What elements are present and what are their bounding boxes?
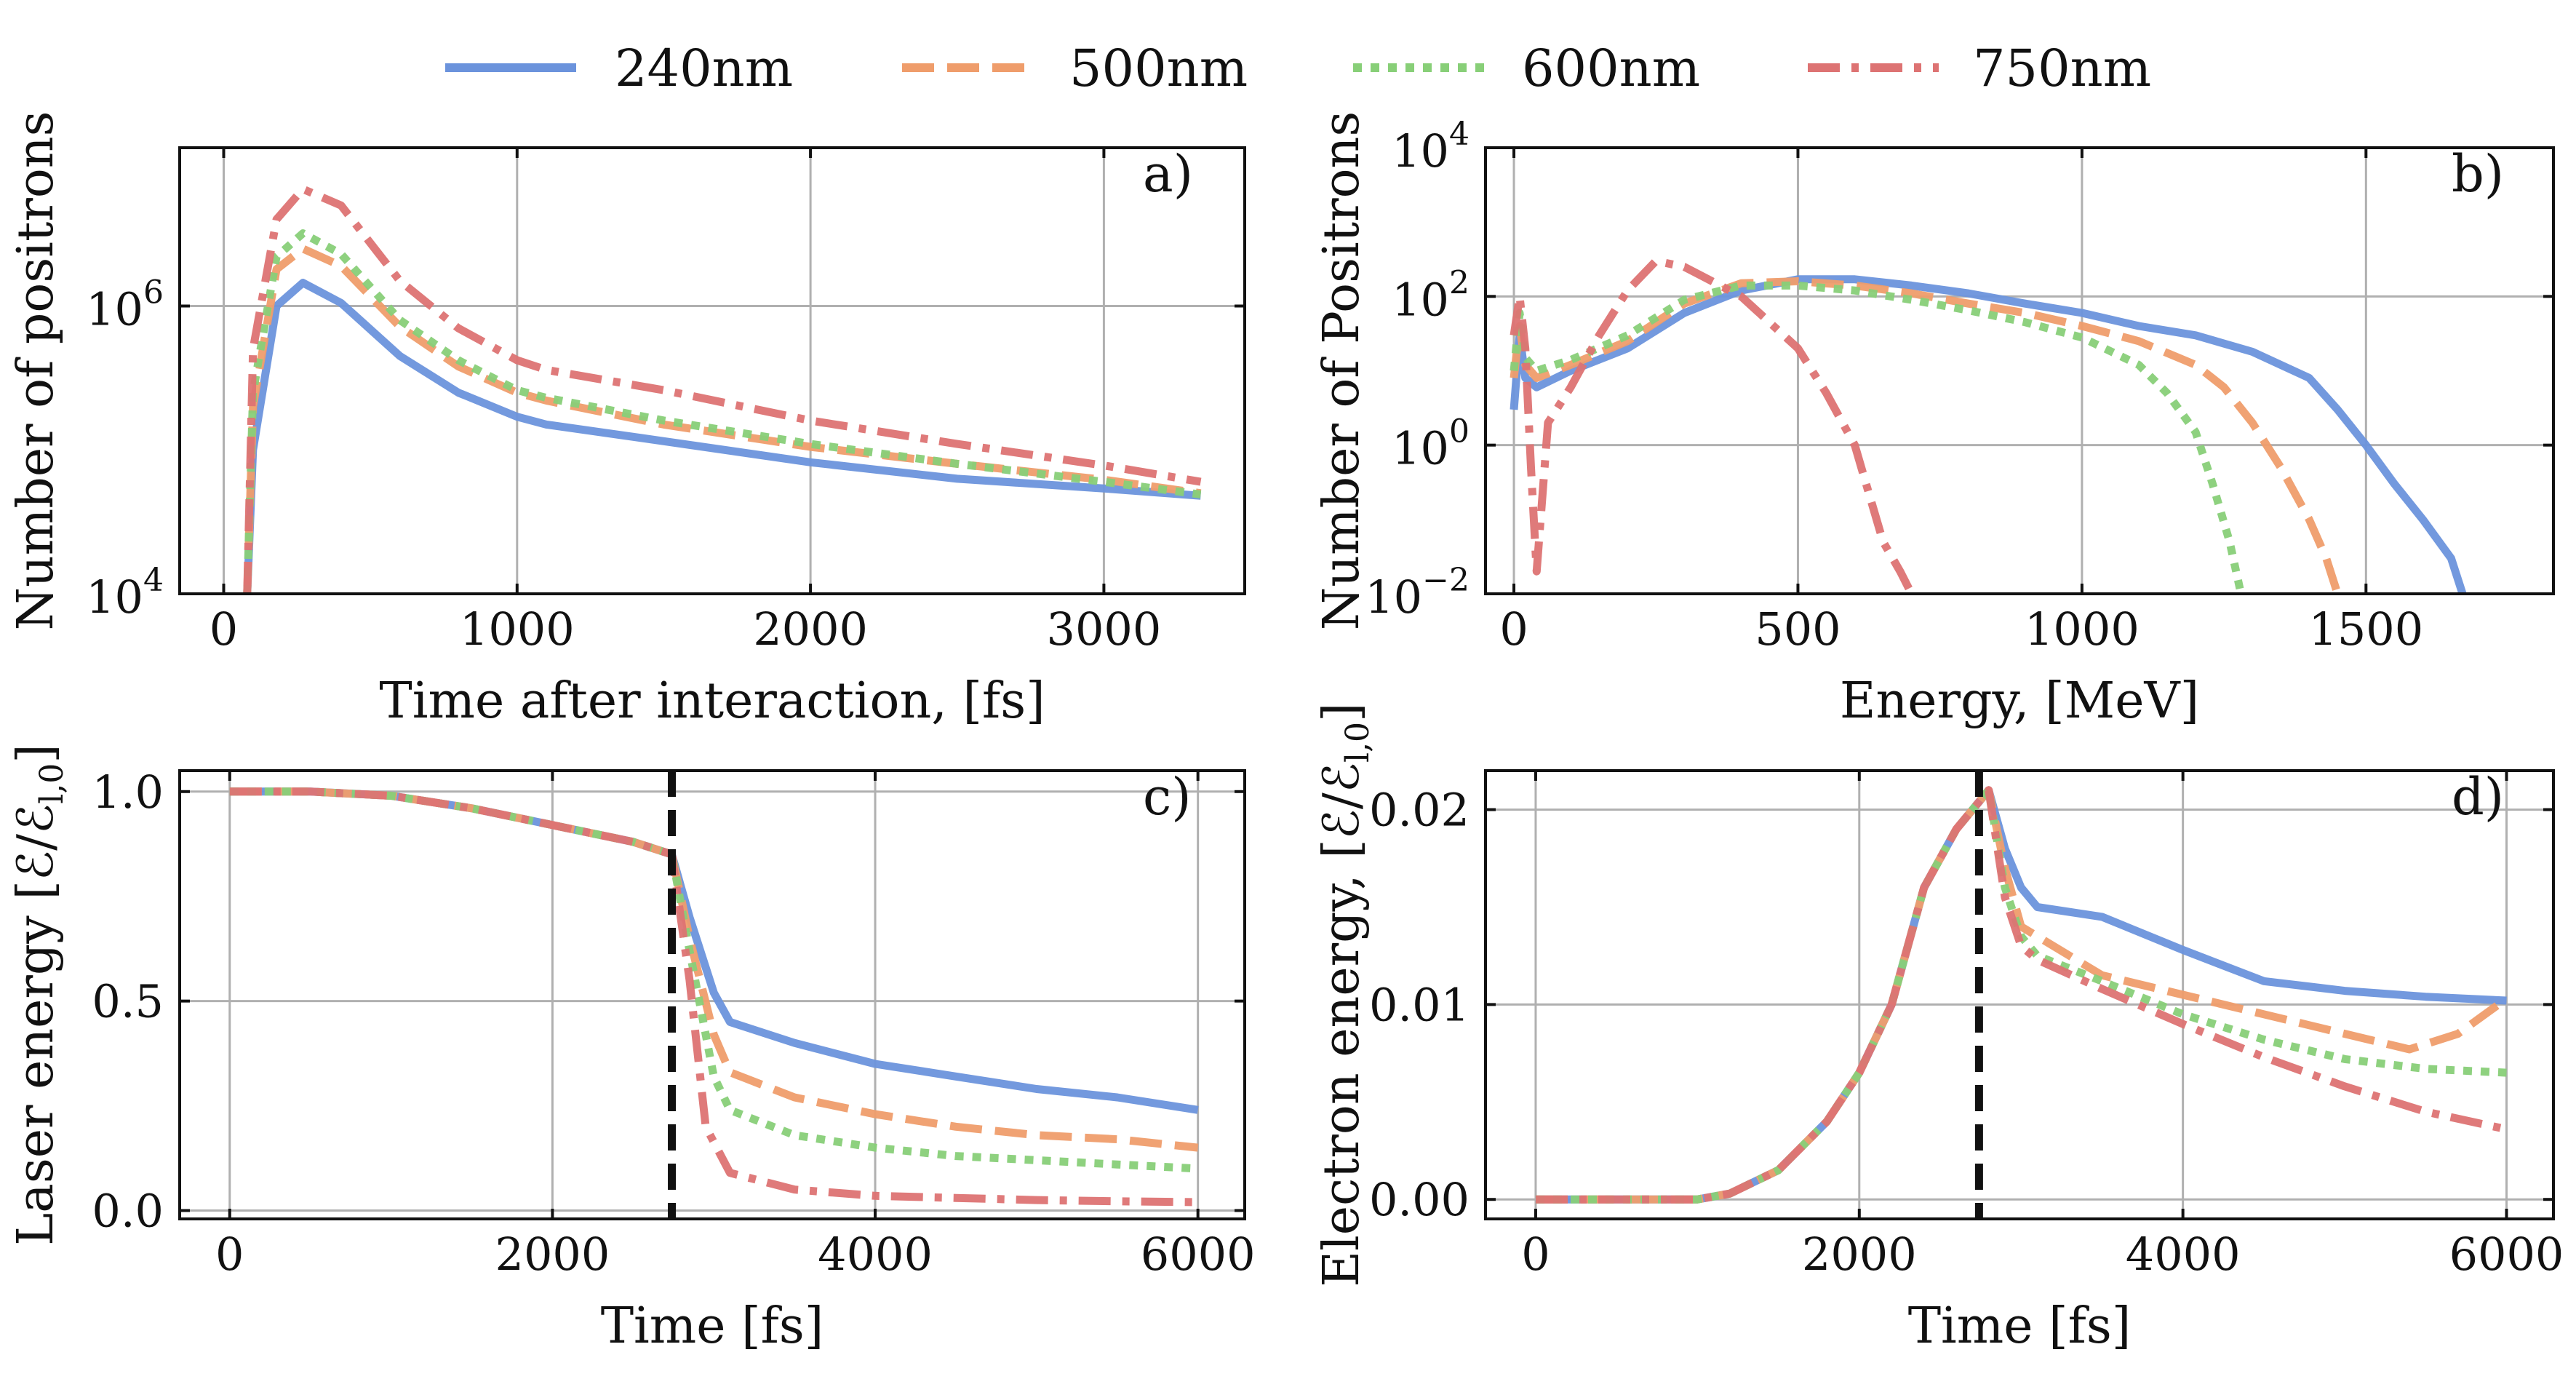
panel-a-series-500nm: [243, 245, 1202, 594]
panel-c-xlabel: Time [fs]: [601, 1297, 824, 1355]
panel-d-series-group: [1536, 786, 2509, 1204]
panel-b-ytick-exp-2: 2: [1449, 264, 1470, 301]
panel-b-series-750nm: [1510, 257, 1915, 594]
panel-b-ytick-label-2: 102: [1392, 264, 1470, 326]
panel-b-ylabel: Number of Positrons: [1313, 111, 1371, 630]
panel-a-ytick-exp-0: 4: [143, 562, 164, 599]
panel-a-label: a): [1143, 144, 1193, 204]
panel-b-ytick-label-3: 104: [1392, 116, 1470, 178]
panel-a-ytick-label-0: 104: [86, 562, 164, 624]
panel-b-series-600nm: [1510, 281, 2245, 594]
legend-label-600nm: 600nm: [1522, 39, 1700, 98]
legend-label-750nm: 750nm: [1973, 39, 2151, 98]
legend-label-500nm: 500nm: [1069, 39, 1248, 98]
panel-b-series-group: [1510, 257, 2467, 594]
panel-b-xtick-label-1: 500: [1755, 603, 1841, 656]
panel-a-series-750nm: [243, 185, 1202, 594]
panel-a-xtick-label-1: 1000: [460, 603, 575, 656]
panel-a-xtick-label-3: 3000: [1047, 603, 1162, 656]
panel-a-series-240nm: [243, 279, 1201, 594]
panel-a-xlabel: Time after interaction, [fs]: [379, 672, 1045, 730]
panel-d: 0 2000 4000 6000 0.00 0.01 0.02 Time [fs] Electr…: [1313, 702, 2564, 1355]
panel-b-ytick-base-0: 10: [1365, 571, 1422, 624]
panel-a-ytick-base-1: 10: [86, 283, 143, 336]
panel-b-ytick-base-2: 10: [1392, 273, 1449, 326]
panel-a-ylabel: Number of positrons: [7, 111, 65, 631]
panel-c-series-group: [229, 787, 1199, 1207]
panel-c-series-600nm: [229, 787, 1198, 1173]
panel-c-series-750nm: [229, 787, 1198, 1207]
panel-c-xtick-label-2: 4000: [818, 1228, 933, 1281]
panel-d-series-600nm: [1536, 786, 2507, 1204]
panel-a-ytick-exp-1: 6: [143, 274, 164, 311]
panel-d-xtick-label-1: 2000: [1802, 1228, 1917, 1281]
legend-label-240nm: 240nm: [615, 39, 793, 98]
panel-c-xtick-label-1: 2000: [495, 1228, 610, 1281]
panel-c-series-240nm: [229, 787, 1199, 1114]
panel-a-xtick-label-2: 2000: [753, 603, 868, 656]
panel-c-xtick-label-3: 6000: [1141, 1228, 1256, 1281]
panel-b-xtick-label-3: 1500: [2308, 603, 2423, 656]
panel-c-label: c): [1143, 767, 1192, 827]
panel-d-ylabel: Electron energy, [ℰ/ℰl,0]: [1313, 702, 1376, 1287]
panel-b-xtick-label-2: 1000: [2025, 603, 2140, 656]
panel-c-ytick-label-2: 1.0: [92, 766, 164, 819]
panel-d-ytick-label-0: 0.00: [1369, 1173, 1470, 1226]
legend-entry-240nm: 240nm: [445, 39, 793, 98]
panel-c-ytick-label-0: 0.0: [92, 1184, 164, 1237]
panel-b-xtick-label-0: 0: [1499, 603, 1528, 656]
panel-b-xlabel: Energy, [MeV]: [1840, 672, 2199, 730]
panel-d-ylabel-end: ]: [1313, 702, 1371, 722]
legend: 240nm 500nm 600nm 750nm: [445, 39, 2151, 98]
legend-entry-750nm: 750nm: [1808, 39, 2151, 98]
panel-a-ytick-base-0: 10: [86, 571, 143, 624]
panel-d-label: d): [2452, 767, 2504, 827]
panel-b-frame: [1484, 146, 2555, 595]
panel-a-series-group: [243, 185, 1202, 594]
panel-d-xtick-label-0: 0: [1521, 1228, 1550, 1281]
panel-c-ylabel-end: ]: [7, 744, 65, 763]
panel-d-series-750nm: [1536, 786, 2508, 1204]
panel-b-ytick-base-3: 10: [1392, 124, 1449, 178]
panel-b-ytick-exp-1: 0: [1449, 413, 1470, 450]
panel-c-ylabel-sub: l,0: [33, 763, 71, 804]
panel-c: 0 2000 4000 6000 0.0 0.5 1.0 Time [fs] Laser ene…: [7, 744, 1256, 1355]
panel-d-ylabel-main: Electron energy, [ℰ/ℰ: [1313, 763, 1371, 1287]
panel-d-ytick-label-1: 0.01: [1369, 978, 1470, 1031]
panel-a-ytick-label-1: 106: [86, 274, 164, 336]
panel-d-series-240nm: [1536, 786, 2507, 1204]
legend-entry-600nm: 600nm: [1353, 39, 1700, 98]
panel-a-xtick-label-0: 0: [210, 603, 238, 656]
panel-c-ylabel: Laser energy [ℰ/ℰl,0]: [7, 744, 71, 1246]
panel-b-ylabel-main: Number of Positrons: [1313, 111, 1371, 630]
panel-b-ytick-label-0: 10−2: [1365, 562, 1470, 624]
panel-a-frame: [178, 146, 1246, 595]
panel-c-ytick-label-1: 0.5: [92, 975, 164, 1028]
panel-b-series-500nm: [1510, 277, 2342, 594]
panel-b-ytick-exp-3: 4: [1449, 116, 1470, 153]
panel-d-xtick-label-3: 6000: [2449, 1228, 2564, 1281]
panel-b-label: b): [2452, 144, 2504, 204]
panel-b-ytick-label-1: 100: [1392, 413, 1470, 475]
legend-entry-500nm: 500nm: [902, 39, 1248, 98]
panel-b-series-240nm: [1510, 275, 2467, 594]
panel-d-xlabel: Time [fs]: [1908, 1297, 2132, 1355]
panel-b-ytick-base-1: 10: [1392, 422, 1449, 475]
panel-d-xtick-label-2: 4000: [2126, 1228, 2241, 1281]
panel-a-series-600nm: [243, 229, 1202, 594]
panel-c-xtick-label-0: 0: [215, 1228, 244, 1281]
panel-d-ylabel-sub: l,0: [1339, 722, 1376, 763]
panel-b-ytick-exp-0: −2: [1422, 562, 1470, 599]
panel-c-ylabel-main: Laser energy [ℰ/ℰ: [7, 804, 65, 1246]
panel-a-ylabel-main: Number of positrons: [7, 111, 65, 631]
panel-c-frame: [178, 769, 1246, 1220]
panel-d-frame: [1484, 769, 2555, 1220]
panel-d-ytick-label-2: 0.02: [1369, 784, 1470, 837]
